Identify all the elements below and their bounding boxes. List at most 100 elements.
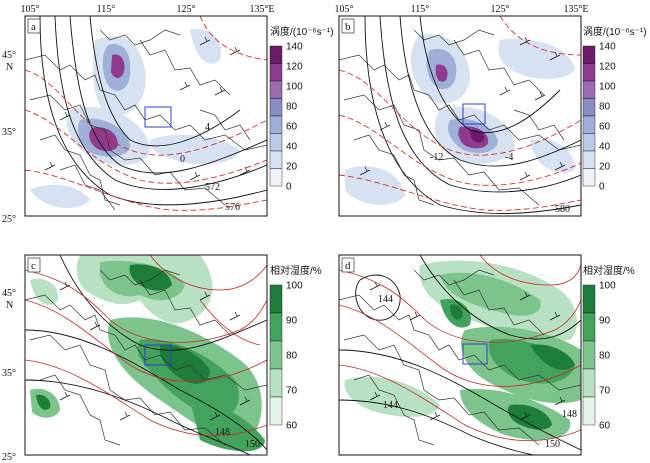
contour-label-a-0: 572 — [205, 182, 220, 193]
contour-label-a-3: 4 — [205, 122, 210, 133]
colorbar-c-swatch — [269, 368, 283, 398]
lat-tick-25-a: 25° — [2, 214, 16, 225]
panel-c-map: 148 150 — [25, 255, 267, 455]
colorbar-d-swatch — [582, 340, 596, 370]
colorbar-b: 涡度/(10⁻⁶s⁻¹) 140 120 100 80 60 40 20 0 — [582, 25, 647, 193]
contour-label-d-0: 144 — [378, 294, 393, 305]
colorbar-a-tick: 140 — [286, 42, 303, 53]
colorbar-d-tick: 90 — [599, 316, 611, 327]
lon-tick-115: 115° — [97, 4, 116, 15]
colorbar-b-swatch — [582, 150, 596, 169]
panel-b-frame — [338, 15, 582, 217]
colorbar-a-tick: 20 — [286, 162, 298, 173]
colorbar-a-tick: 60 — [286, 122, 298, 133]
panel-c-frame — [24, 254, 268, 456]
lat-tick-25-c: 25° — [2, 452, 16, 463]
lat-tick-45-a: 45° — [2, 50, 16, 61]
colorbar-a-swatch — [269, 168, 283, 187]
study-area-box-a — [144, 106, 172, 128]
lat-tick-45-c: 45° — [2, 288, 16, 299]
colorbar-b-tick: 80 — [599, 102, 611, 113]
colorbar-c-tick: 60 — [286, 421, 298, 432]
colorbar-c-tick: 80 — [286, 351, 298, 362]
colorbar-d-tick: 80 — [599, 351, 611, 362]
contour-label-b-1: -12 — [430, 152, 443, 163]
colorbar-a-title: 涡度/(10⁻⁶s⁻¹) — [270, 25, 334, 38]
colorbar-c: 相对湿度/% 100 90 80 70 60 — [269, 264, 322, 432]
lon-tick-135: 135°E — [249, 4, 274, 15]
colorbar-b-tick: 100 — [599, 82, 616, 93]
colorbar-c-swatch — [269, 396, 283, 426]
lon-tick-125: 125° — [177, 4, 196, 15]
lon-ticks-top-right: 105° 115° 125° 135°E — [335, 4, 589, 15]
colorbar-c-tick: 70 — [286, 386, 298, 397]
panel-d-letter: d — [345, 260, 351, 272]
lat-tick-n-c: N — [6, 300, 13, 311]
colorbar-b-tick: 20 — [599, 162, 611, 173]
colorbar-a-swatch — [269, 98, 283, 117]
lon-tick-125-b: 125° — [491, 4, 510, 15]
panel-b: 580 -12 -4 b — [338, 15, 582, 217]
colorbar-c-swatch — [269, 284, 283, 314]
contour-label-c-1: 150 — [245, 439, 260, 450]
colorbar-b-swatch — [582, 63, 596, 82]
colorbar-d-swatch — [582, 396, 596, 426]
panel-d-frame — [338, 254, 582, 456]
colorbar-d-tick: 70 — [599, 386, 611, 397]
panel-a-letter: a — [31, 21, 36, 33]
contour-label-d-3: 150 — [545, 439, 560, 450]
lon-tick-135-b: 135°E — [563, 4, 588, 15]
colorbar-d-swatch — [582, 368, 596, 398]
colorbar-b-swatch — [582, 115, 596, 134]
panel-a-frame — [24, 15, 268, 217]
panel-d: 144 144 148 150 d — [338, 254, 582, 456]
contour-label-a-1: 576 — [225, 202, 240, 213]
contour-label-b-0: 580 — [555, 204, 570, 215]
lat-ticks-c: 45° N 35° 25° — [2, 288, 16, 463]
colorbar-c-tick: 100 — [286, 281, 303, 292]
colorbar-c-title: 相对湿度/% — [270, 264, 322, 277]
lon-tick-105-b: 105° — [335, 4, 354, 15]
colorbar-a-tick: 40 — [286, 142, 298, 153]
colorbar-a: 涡度/(10⁻⁶s⁻¹) 140 120 100 80 60 40 20 0 — [269, 25, 334, 193]
lat-tick-n-a: N — [6, 62, 13, 73]
colorbar-d: 相对湿度/% 100 90 80 70 60 — [582, 264, 635, 432]
colorbar-b-tick: 40 — [599, 142, 611, 153]
colorbar-d-tick: 100 — [599, 281, 616, 292]
panel-c: 148 150 c — [24, 254, 268, 456]
contour-label-c-0: 148 — [215, 427, 230, 438]
colorbar-a-tick: 80 — [286, 102, 298, 113]
colorbar-c-swatch — [269, 312, 283, 342]
lat-tick-35-c: 35° — [2, 368, 16, 379]
colorbar-a-swatch — [269, 150, 283, 169]
contour-label-d-1: 144 — [383, 400, 398, 411]
colorbar-a-tick: 0 — [286, 182, 292, 193]
colorbar-b-tick: 0 — [599, 182, 605, 193]
colorbar-a-swatch — [269, 80, 283, 99]
colorbar-c-tick: 90 — [286, 316, 298, 327]
lon-ticks-top-left: 105° 115° 125° 135°E — [21, 4, 275, 15]
colorbar-b-title: 涡度/(10⁻⁶s⁻¹) — [583, 25, 647, 38]
colorbar-a-swatch — [269, 63, 283, 82]
colorbar-d-swatch — [582, 284, 596, 314]
contour-label-a-2: 0 — [180, 154, 185, 165]
colorbar-a-tick: 100 — [286, 82, 303, 93]
colorbar-d-swatch — [582, 312, 596, 342]
colorbar-b-swatch — [582, 133, 596, 152]
lat-ticks-a: 45° N 35° 25° — [2, 50, 16, 225]
colorbar-a-tick: 120 — [286, 62, 303, 73]
panel-a: 572 576 0 4 a — [24, 15, 268, 217]
colorbar-b-swatch — [582, 80, 596, 99]
colorbar-b-swatch — [582, 168, 596, 187]
colorbar-b-swatch — [582, 98, 596, 117]
panel-d-map: 144 144 148 150 — [339, 255, 581, 455]
panel-c-letter: c — [31, 260, 36, 272]
study-area-box-c — [144, 344, 172, 366]
colorbar-c-swatch — [269, 340, 283, 370]
colorbar-d-title: 相对湿度/% — [583, 264, 635, 277]
lat-tick-35-a: 35° — [2, 127, 16, 138]
panel-a-map: 572 576 0 4 — [25, 16, 267, 216]
panel-b-letter: b — [345, 21, 351, 33]
colorbar-b-tick: 60 — [599, 122, 611, 133]
colorbar-b-tick: 140 — [599, 42, 616, 53]
